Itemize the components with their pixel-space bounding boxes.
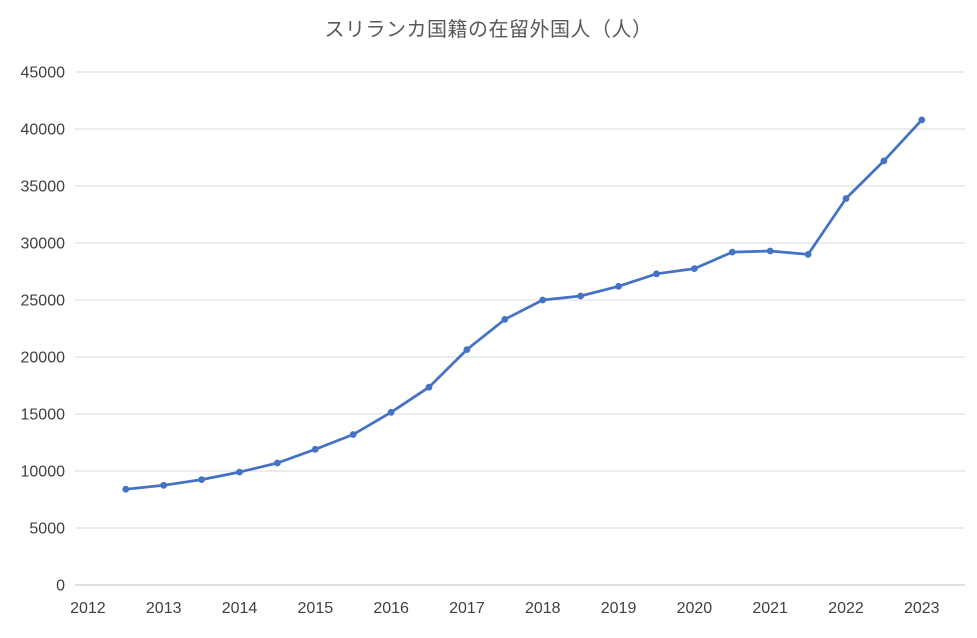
y-tick-label: 45000: [21, 65, 66, 82]
y-tick-label: 0: [56, 578, 65, 595]
x-tick-label: 2018: [525, 600, 561, 617]
x-tick-label: 2023: [904, 600, 940, 617]
x-tick-label: 2020: [677, 600, 713, 617]
series-line: [124, 118, 924, 491]
data-point-marker: [311, 445, 319, 453]
data-point-marker: [766, 247, 774, 255]
data-point-marker: [122, 485, 130, 493]
x-axis-labels: 2012 2013 2014 2015 2016 2017 2018 2019 2020 2021…: [70, 600, 940, 617]
y-tick-label: 35000: [21, 179, 66, 196]
data-point-marker: [842, 195, 850, 202]
x-tick-label: 2017: [449, 600, 485, 617]
data-point-marker: [691, 265, 698, 272]
x-tick-label: 2015: [298, 600, 334, 617]
y-tick-label: 5000: [29, 521, 65, 538]
x-tick-label: 2016: [373, 600, 409, 617]
gridlines: [75, 71, 965, 586]
y-axis-labels: 0 5000 10000 15000 20000 25000 30000 35000 40000…: [21, 65, 66, 595]
x-tick-label: 2013: [146, 600, 182, 617]
chart-title: スリランカ国籍の在留外国人（人）: [324, 19, 653, 41]
y-tick-label: 20000: [21, 350, 66, 367]
y-tick-label: 40000: [21, 122, 66, 139]
data-point-marker: [463, 346, 471, 353]
y-tick-label: 25000: [21, 293, 66, 310]
data-point-marker: [387, 408, 395, 416]
data-point-marker: [198, 476, 206, 483]
data-point-marker: [160, 481, 168, 489]
x-tick-label: 2022: [828, 600, 864, 617]
data-point-marker: [804, 251, 812, 258]
x-tick-label: 2012: [70, 600, 106, 617]
data-point-marker: [349, 431, 357, 438]
data-point-marker: [653, 270, 660, 278]
data-point-marker: [501, 316, 509, 323]
data-point-marker: [274, 459, 281, 467]
data-points: [122, 116, 926, 493]
data-point-marker: [577, 292, 584, 300]
data-point-marker: [880, 157, 888, 165]
y-tick-label: 30000: [21, 236, 66, 253]
data-point-marker: [425, 383, 433, 391]
y-tick-label: 10000: [21, 464, 66, 481]
x-tick-label: 2014: [222, 600, 258, 617]
data-point-marker: [918, 116, 926, 124]
x-tick-label: 2019: [601, 600, 637, 617]
data-point-marker: [539, 296, 547, 304]
x-tick-label: 2021: [752, 600, 788, 617]
data-point-marker: [236, 468, 243, 476]
data-point-marker: [728, 248, 736, 256]
data-point-marker: [615, 282, 622, 290]
y-tick-label: 15000: [21, 407, 66, 424]
